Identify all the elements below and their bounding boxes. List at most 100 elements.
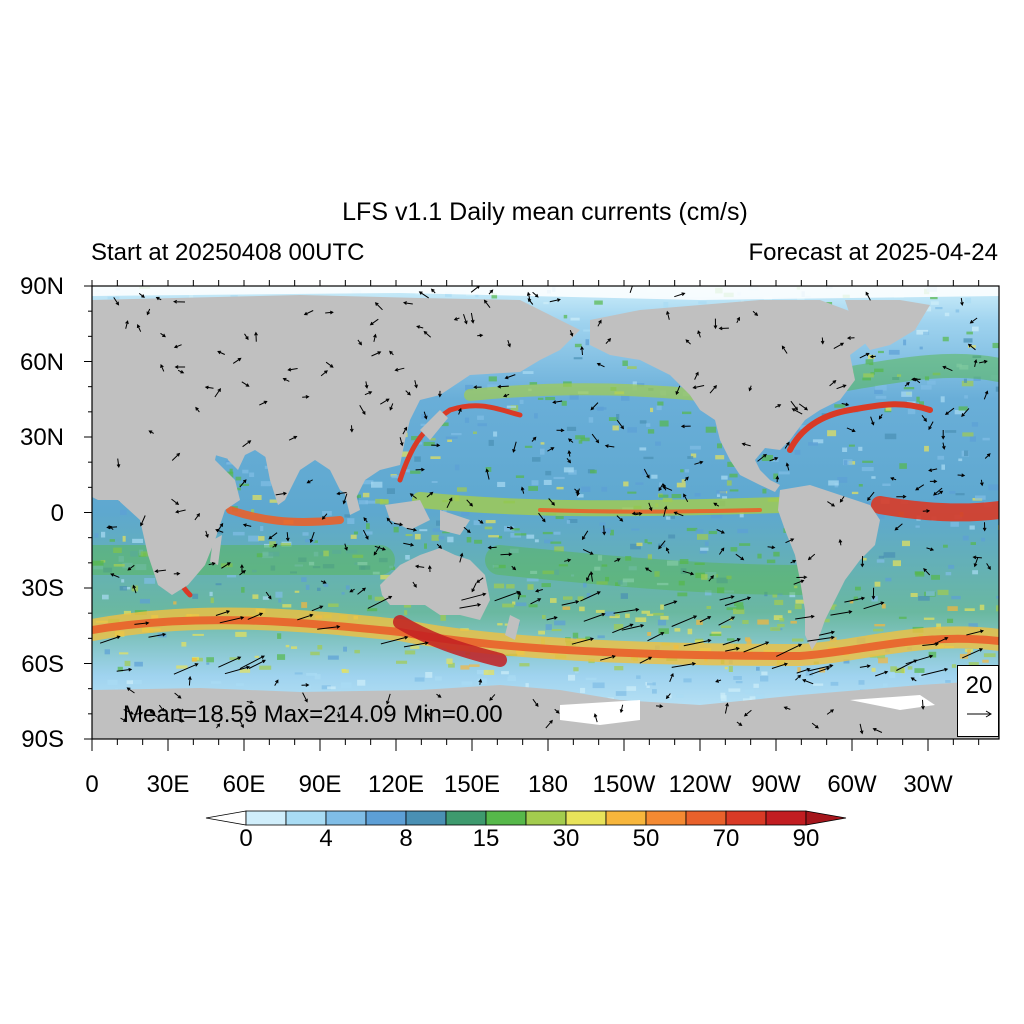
current-vector-arrow <box>242 440 252 448</box>
current-vector-arrow <box>784 441 790 449</box>
current-vector-arrow <box>741 442 751 447</box>
x-tick-label: 150W <box>592 771 656 798</box>
current-vector-arrow <box>461 592 487 601</box>
current-vector-arrow <box>359 404 366 416</box>
current-vector-arrow <box>807 664 834 672</box>
current-vector-arrow <box>894 523 903 531</box>
current-vector-arrow <box>342 493 348 505</box>
current-vector-arrow <box>148 632 167 638</box>
colorbar-swatch <box>285 810 327 826</box>
current-vector-arrow <box>478 678 483 685</box>
current-vector-arrow <box>969 317 978 324</box>
current-vector-arrow <box>534 588 543 593</box>
land-masses <box>92 295 999 739</box>
reference-vector-box: 20 <box>957 665 999 737</box>
current-vector-arrow <box>616 419 625 430</box>
current-vector-arrow <box>980 479 984 487</box>
current-vector-arrow <box>830 610 853 616</box>
current-vector-arrow <box>288 435 298 441</box>
current-vector-arrow <box>582 548 594 555</box>
colorbar-label: 90 <box>792 825 820 852</box>
current-vector-arrow <box>769 457 779 462</box>
current-vector-arrow <box>116 667 133 672</box>
current-vector-arrow <box>591 433 600 444</box>
current-vector-arrow <box>781 345 788 354</box>
current-vector-arrow <box>718 547 725 555</box>
current-vector-arrow <box>586 573 591 582</box>
current-vector-arrow <box>694 460 704 465</box>
current-vector-arrow <box>287 367 298 372</box>
colorbar-swatch <box>765 810 807 826</box>
colorbar-swatch <box>525 810 567 826</box>
current-vector-arrow <box>506 526 514 530</box>
current-vector-arrow <box>320 370 328 377</box>
current-vector-arrow <box>120 717 127 722</box>
current-vector-arrow <box>807 635 835 642</box>
current-vector-arrow <box>160 363 165 372</box>
colorbar-swatch <box>405 810 447 826</box>
current-vector-arrow <box>967 343 976 351</box>
current-vector-arrow <box>941 430 946 440</box>
current-vector-arrow <box>532 698 539 707</box>
current-vector-arrow <box>910 677 917 682</box>
sea-ice <box>92 286 999 725</box>
colorbar-swatch <box>605 810 647 826</box>
current-vector-arrow <box>275 491 288 496</box>
current-vector-arrow <box>957 473 966 478</box>
current-vector-arrow <box>173 663 199 675</box>
current-vector-arrow <box>865 291 871 301</box>
current-vector-arrow <box>99 635 121 644</box>
current-vector-arrow <box>373 333 377 342</box>
current-vector-arrow <box>418 291 429 299</box>
current-vector-arrow <box>123 709 134 715</box>
current-vector-arrow <box>655 704 664 709</box>
current-vector-arrow <box>809 666 831 676</box>
current-vector-arrow <box>386 693 391 705</box>
current-vector-arrow <box>583 612 606 622</box>
current-vector-arrow <box>173 571 181 576</box>
current-vector-arrow <box>580 591 601 602</box>
y-tick-label: 60S <box>21 650 64 678</box>
current-vector-arrow <box>431 443 441 448</box>
current-vector-arrow <box>933 487 943 496</box>
current-vector-arrow <box>547 447 555 452</box>
current-vector-arrow <box>612 623 634 634</box>
current-vector-arrow <box>459 552 464 563</box>
current-vector-arrow <box>692 385 705 390</box>
current-vector-arrow <box>127 564 135 571</box>
current-vector-arrow <box>113 297 120 306</box>
current-vector-arrow <box>500 552 513 557</box>
current-vector-arrow <box>478 519 484 524</box>
current-vector-arrow <box>783 706 791 710</box>
current-vector-arrow <box>426 491 434 498</box>
current-vector-arrow <box>986 563 991 570</box>
current-vector-arrow <box>631 511 639 516</box>
current-vector-arrow <box>581 530 589 541</box>
current-vector-arrow <box>719 595 735 601</box>
y-tick-label: 0 <box>50 499 64 527</box>
current-vector-arrow <box>188 675 192 686</box>
current-vector-arrow <box>125 320 129 329</box>
land-antarctica <box>92 680 999 739</box>
current-vector-arrow <box>604 444 615 448</box>
current-vector-arrow <box>644 567 652 573</box>
y-tick-label: 30S <box>21 575 64 602</box>
current-vector-arrow <box>146 308 151 316</box>
current-vector-arrow <box>285 532 290 542</box>
current-vector-arrow <box>344 543 348 551</box>
current-vector-arrow <box>735 553 745 561</box>
colorbar-label: 0 <box>239 825 253 852</box>
current-vector-arrow <box>556 428 565 433</box>
current-vector-arrow <box>393 522 404 527</box>
current-vector-arrow <box>662 483 667 491</box>
current-vector-arrow <box>844 596 866 603</box>
current-vector-arrow <box>743 641 770 653</box>
current-vector-arrow <box>463 314 468 325</box>
current-vector-arrow <box>325 361 334 368</box>
current-vector-arrow <box>239 570 246 576</box>
current-vector-arrow <box>867 491 875 501</box>
current-vector-arrow <box>254 331 258 342</box>
current-vector-arrow <box>896 494 907 499</box>
current-vector-arrow <box>302 692 308 703</box>
current-vector-arrow <box>494 590 521 602</box>
